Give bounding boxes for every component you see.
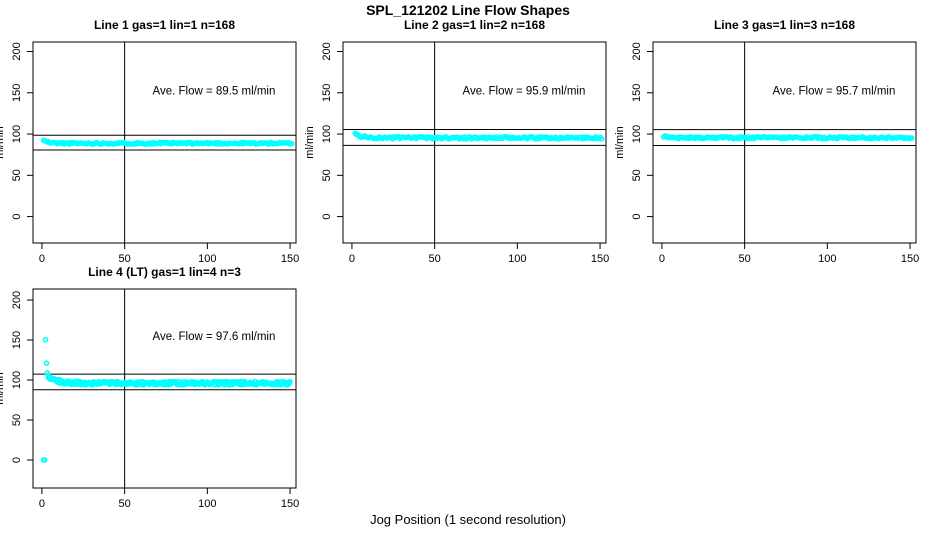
flow-scatter-chart: 0 50 100 150 0 50 100 150 200 ml/min Ave. Flow = 9… bbox=[614, 41, 919, 265]
y-tick-label: 0 bbox=[631, 214, 643, 220]
plot-box bbox=[32, 41, 297, 244]
x-tick-label: 50 bbox=[429, 253, 441, 265]
x-tick-label: 0 bbox=[659, 253, 665, 265]
y-tick-label: 50 bbox=[321, 169, 333, 181]
panel-title-line-3: Line 3 gas=1 lin=3 n=168 bbox=[713, 18, 856, 32]
y-tick-label: 100 bbox=[321, 125, 333, 143]
x-tick-label: 50 bbox=[119, 498, 131, 510]
x-tick-label: 100 bbox=[818, 253, 836, 265]
flow-data-point bbox=[598, 136, 605, 142]
y-tick-label: 100 bbox=[11, 371, 23, 389]
y-axis-label: ml/min bbox=[304, 126, 316, 158]
y-tick-label: 200 bbox=[11, 291, 23, 309]
flow-data-point bbox=[288, 140, 295, 147]
panel-line-3-plot: 0 50 100 150 0 50 100 150 200 ml/min Ave. Flow = 9… bbox=[614, 41, 919, 265]
y-axis-label: ml/min bbox=[0, 126, 6, 158]
y-tick-label: 150 bbox=[11, 84, 23, 102]
ave-flow-annotation: Ave. Flow = 95.9 ml/min bbox=[463, 85, 586, 97]
x-tick-label: 150 bbox=[901, 253, 919, 265]
plot-box bbox=[342, 41, 607, 244]
flow-data-point bbox=[287, 378, 293, 385]
plot-box bbox=[652, 41, 917, 244]
flow-data-point bbox=[43, 360, 50, 366]
y-tick-label: 0 bbox=[11, 457, 23, 463]
panel-line-4-plot: 0 50 100 150 0 50 100 150 200 ml/min Ave. Flow = 9… bbox=[0, 288, 299, 510]
plot-box bbox=[32, 288, 297, 489]
x-tick-label: 50 bbox=[739, 253, 751, 265]
ave-flow-annotation: Ave. Flow = 97.6 ml/min bbox=[153, 331, 276, 343]
flow-data-point bbox=[42, 336, 49, 343]
panel-line-2-plot: 0 50 100 150 0 50 100 150 200 ml/min Ave. Flow = 9… bbox=[304, 41, 609, 265]
ave-flow-annotation: Ave. Flow = 89.5 ml/min bbox=[153, 85, 276, 97]
main-title: SPL_121202 Line Flow Shapes bbox=[366, 2, 570, 18]
x-tick-label: 0 bbox=[39, 253, 45, 265]
y-tick-label: 50 bbox=[11, 414, 23, 426]
flow-data-point bbox=[908, 135, 915, 141]
y-tick-label: 50 bbox=[11, 169, 23, 181]
x-tick-label: 100 bbox=[198, 498, 216, 510]
y-axis-label: ml/min bbox=[614, 126, 626, 158]
flow-scatter-chart: 0 50 100 150 0 50 100 150 200 ml/min Ave. Flow = 9… bbox=[304, 41, 609, 265]
y-tick-label: 200 bbox=[631, 42, 643, 60]
y-tick-label: 150 bbox=[11, 331, 23, 349]
flow-scatter-chart: 0 50 100 150 0 50 100 150 200 ml/min Ave. Flow = 9… bbox=[0, 288, 299, 510]
y-tick-label: 200 bbox=[11, 42, 23, 60]
panel-title-line-4: Line 4 (LT) gas=1 lin=4 n=3 bbox=[88, 265, 241, 279]
y-axis-label: ml/min bbox=[0, 372, 6, 404]
y-tick-label: 150 bbox=[631, 84, 643, 102]
panel-title-line-1: Line 1 gas=1 lin=1 n=168 bbox=[93, 18, 236, 32]
x-tick-label: 50 bbox=[119, 253, 131, 265]
flow-scatter-chart: 0 50 100 150 0 50 100 150 200 ml/min Ave. Flow = 8… bbox=[0, 41, 299, 265]
panel-title-line-2: Line 2 gas=1 lin=2 n=168 bbox=[403, 18, 546, 32]
flow-data-point bbox=[41, 457, 48, 463]
x-tick-label: 150 bbox=[281, 253, 299, 265]
y-tick-label: 0 bbox=[11, 214, 23, 220]
y-tick-label: 150 bbox=[321, 84, 333, 102]
x-tick-label: 150 bbox=[591, 253, 609, 265]
x-tick-label: 0 bbox=[349, 253, 355, 265]
y-tick-label: 0 bbox=[321, 214, 333, 220]
panel-line-1-plot: 0 50 100 150 0 50 100 150 200 ml/min Ave. Flow = 8… bbox=[0, 41, 299, 265]
ave-flow-annotation: Ave. Flow = 95.7 ml/min bbox=[773, 85, 896, 97]
x-tick-label: 150 bbox=[281, 498, 299, 510]
x-axis-label: Jog Position (1 second resolution) bbox=[370, 512, 566, 527]
x-tick-label: 0 bbox=[39, 498, 45, 510]
x-tick-label: 100 bbox=[198, 253, 216, 265]
y-tick-label: 100 bbox=[631, 125, 643, 143]
y-tick-label: 50 bbox=[631, 169, 643, 181]
y-tick-label: 200 bbox=[321, 42, 333, 60]
x-tick-label: 100 bbox=[508, 253, 526, 265]
y-tick-label: 100 bbox=[11, 125, 23, 143]
